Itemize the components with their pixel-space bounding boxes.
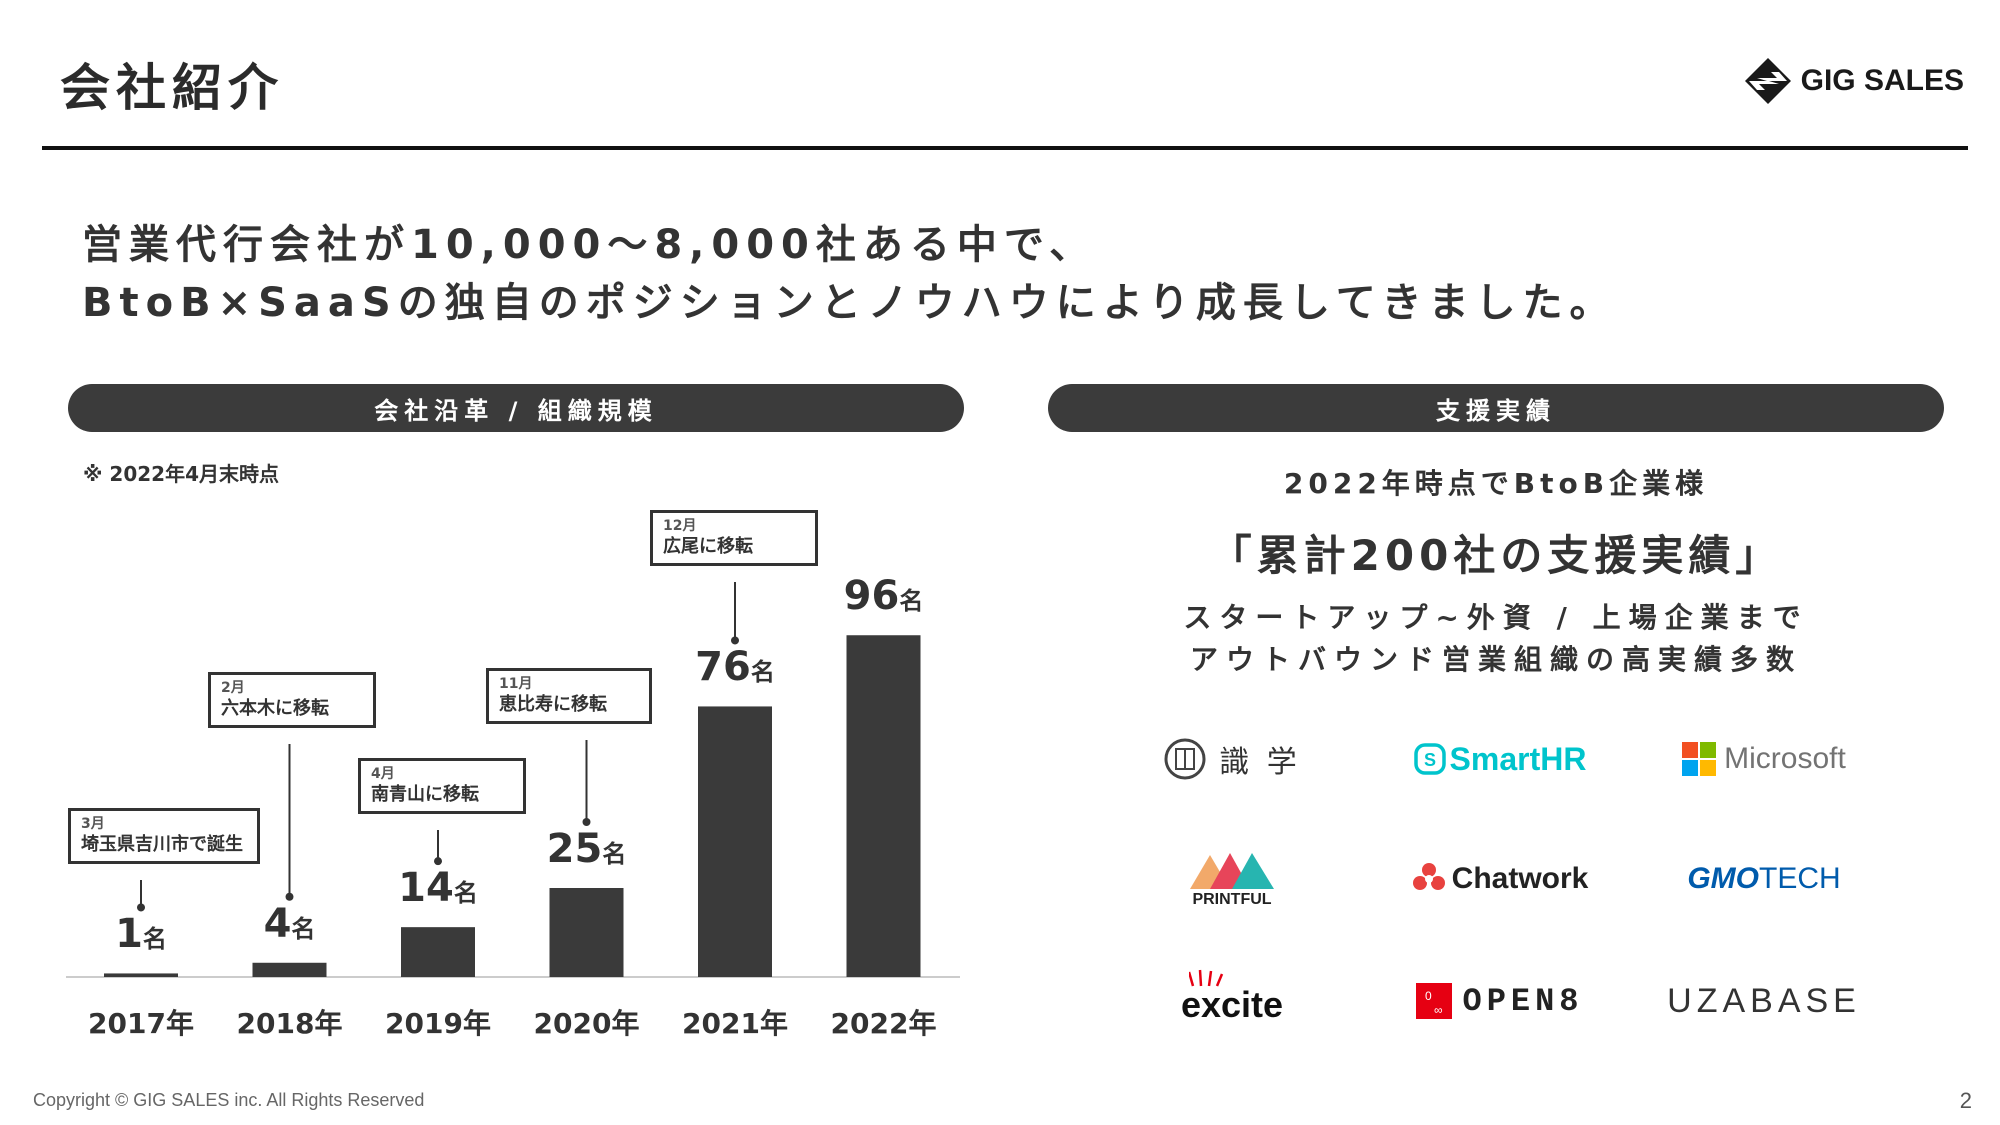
value-number-1: 4 — [263, 900, 292, 947]
company-logo: GIG SALES — [1743, 56, 1964, 106]
client-logo-shikigaku: 識 学 — [1112, 724, 1352, 794]
category-label-0: 2017年 — [88, 1007, 194, 1040]
bar-3 — [549, 888, 624, 977]
printful-icon — [1190, 853, 1274, 889]
logo-text: GIG SALES — [1800, 64, 1964, 97]
results-description-2: アウトバウンド営業組織の高実績多数 — [1189, 643, 1802, 676]
copyright: Copyright © GIG SALES inc. All Rights Re… — [33, 1090, 425, 1110]
value-unit-1: 名 — [291, 914, 316, 943]
bar-1 — [252, 962, 327, 977]
results-description-1: スタートアップ~外資 / 上場企業まで — [1183, 601, 1809, 634]
milestone-month: 2月 — [221, 680, 245, 696]
milestone-box-0: 3月埼玉県吉川市で誕生 — [68, 808, 260, 864]
microsoft-text: Microsoft — [1724, 742, 1846, 775]
milestone-dot-1 — [285, 892, 294, 901]
category-label-3: 2020年 — [533, 1007, 640, 1040]
value-number-2: 14 — [398, 865, 454, 912]
milestone-text: 恵比寿に移転 — [499, 694, 607, 715]
value-number-0: 1 — [115, 911, 143, 958]
milestone-month: 12月 — [663, 518, 697, 534]
milestone-month: 4月 — [371, 766, 395, 782]
milestone-month: 11月 — [499, 676, 533, 692]
category-label-2: 2019年 — [385, 1007, 491, 1040]
bar-4 — [698, 706, 772, 977]
excite-text: excite — [1180, 984, 1284, 1025]
category-label-5: 2022年 — [830, 1007, 937, 1040]
milestone-dot-4 — [731, 636, 739, 645]
milestone-dot-2 — [434, 857, 442, 866]
page-title: 会社紹介 — [60, 59, 284, 117]
client-logo-microsoft: Microsoft — [1644, 724, 1884, 794]
gmo-text: GMO — [1687, 862, 1759, 895]
chatwork-text: Chatwork — [1451, 862, 1589, 895]
gmo-tech-icon: GMO TECH — [1687, 862, 1840, 896]
value-number-3: 25 — [546, 826, 603, 872]
milestone-box-4: 12月広尾に移転 — [650, 510, 818, 566]
shikigaku-text: 識 学 — [1219, 745, 1301, 780]
value-label-4: 76名 — [678, 644, 792, 690]
bar-0 — [104, 973, 178, 977]
milestone-text: 広尾に移転 — [663, 536, 753, 557]
value-label-1: 4名 — [233, 901, 347, 947]
category-label-4: 2021年 — [682, 1007, 788, 1040]
open8-icon: 0 ∞ — [1416, 983, 1453, 1019]
chatwork-icon — [1412, 863, 1445, 890]
headline-line-2: BtoB×SaaSの独自のポジションとノウハウにより成長してきました。 — [82, 280, 1617, 326]
value-unit-2: 名 — [453, 879, 478, 908]
headline-line-1: 営業代行会社が10,000〜8,000社ある中で、 — [82, 222, 1097, 268]
value-label-2: 14名 — [381, 865, 495, 911]
client-logo-chatwork: Chatwork — [1380, 844, 1620, 914]
client-logo-smarthr: S SmartHR — [1380, 724, 1620, 794]
title-divider — [42, 146, 1968, 150]
microsoft-icon — [1682, 742, 1717, 776]
results-section-heading: 支援実績 — [1048, 384, 1944, 432]
results-subtitle: 2022年時点でBtoB企業様 — [1283, 467, 1709, 500]
milestone-text: 埼玉県吉川市で誕生 — [81, 834, 243, 855]
bar-2 — [401, 927, 475, 977]
value-number-5: 96 — [843, 573, 900, 620]
value-unit-5: 名 — [899, 587, 924, 616]
milestone-box-1: 2月六本木に移転 — [208, 672, 376, 728]
client-logo-excite: excite — [1112, 969, 1352, 1040]
milestone-text: 六本木に移転 — [221, 698, 329, 719]
value-unit-0: 名 — [142, 925, 167, 954]
history-section-heading: 会社沿革 / 組織規模 — [68, 384, 964, 432]
category-label-1: 2018年 — [236, 1007, 343, 1040]
results-highlight: 「累計200社の支援実績」 — [1209, 531, 1783, 580]
svg-text:∞: ∞ — [1434, 1003, 1443, 1017]
svg-text:0: 0 — [1425, 989, 1432, 1003]
as-of-note: ※ 2022年4月末時点 — [83, 462, 279, 486]
milestone-dot-3 — [582, 818, 591, 826]
client-logo-printful: PRINTFUL — [1112, 844, 1352, 914]
page-number: 2 — [1959, 1088, 1972, 1113]
client-logo-open8: 0 ∞ OPEN8 — [1380, 966, 1620, 1036]
milestone-box-2: 4月南青山に移転 — [358, 758, 526, 814]
open8-text: OPEN8 — [1462, 982, 1584, 1020]
bar-5 — [846, 635, 921, 977]
uzabase-icon: UZABASE — [1667, 981, 1861, 1020]
value-unit-3: 名 — [602, 840, 627, 868]
svg-text:S: S — [1424, 750, 1436, 770]
value-label-5: 96名 — [827, 573, 941, 619]
value-label-0: 1名 — [84, 911, 198, 957]
shikigaku-seal-icon — [1164, 738, 1206, 780]
tech-text: TECH — [1759, 862, 1841, 895]
smarthr-icon: S — [1413, 743, 1446, 775]
milestone-dot-0 — [137, 903, 145, 912]
client-logo-gmo-tech: GMO TECH — [1644, 844, 1884, 914]
value-number-4: 76 — [695, 644, 751, 691]
value-unit-4: 名 — [750, 658, 775, 687]
excite-icon: excite — [1180, 969, 1284, 1026]
milestone-text: 南青山に移転 — [371, 784, 479, 805]
value-label-3: 25名 — [530, 826, 644, 872]
printful-text: PRINTFUL — [1192, 891, 1272, 908]
client-logo-uzabase: UZABASE — [1644, 966, 1884, 1036]
gig-sales-logo-icon — [1744, 58, 1791, 104]
milestone-box-3: 11月恵比寿に移転 — [486, 668, 652, 724]
milestone-month: 3月 — [81, 816, 105, 832]
smarthr-text: SmartHR — [1449, 740, 1587, 777]
